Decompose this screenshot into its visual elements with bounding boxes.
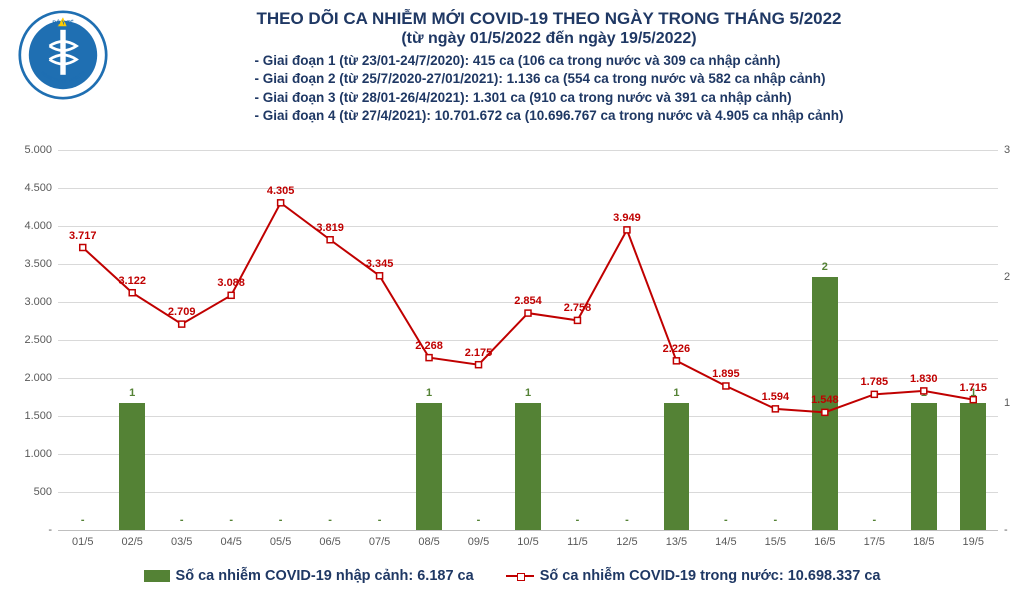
- x-tick-label: 08/5: [418, 536, 439, 548]
- svg-text:BỘ Y TẾ: BỘ Y TẾ: [52, 18, 74, 26]
- line-value-label: 3.819: [316, 222, 344, 234]
- y-right-tick: 2: [1004, 271, 1024, 283]
- plot-area: -5001.0001.5002.0002.5003.0003.5004.0004…: [58, 150, 998, 530]
- y-left-tick: 500: [12, 486, 52, 498]
- x-tick-label: 14/5: [715, 536, 736, 548]
- y-left-tick: 2.000: [12, 372, 52, 384]
- phase-2: - Giai đoạn 2 (từ 25/7/2020-27/01/2021):…: [255, 70, 844, 88]
- x-tick-label: 15/5: [765, 536, 786, 548]
- x-tick-label: 07/5: [369, 536, 390, 548]
- y-right-tick: -: [1004, 524, 1024, 536]
- line-value-label: 1.830: [910, 373, 938, 385]
- phase-3: - Giai đoạn 3 (từ 28/01-26/4/2021): 1.30…: [255, 89, 844, 107]
- line-value-label: 2.175: [465, 347, 493, 359]
- line-value-label: 1.715: [959, 382, 987, 394]
- y-left-tick: 5.000: [12, 144, 52, 156]
- line-value-label: 1.895: [712, 368, 740, 380]
- y-left-tick: 4.500: [12, 182, 52, 194]
- legend-bar: Số ca nhiễm COVID-19 nhập cảnh: 6.187 ca: [144, 568, 474, 584]
- y-right-tick: 1: [1004, 397, 1024, 409]
- line-value-label: 2.268: [415, 340, 443, 352]
- header: THEO DÕI CA NHIỄM MỚI COVID-19 THEO NGÀY…: [108, 8, 990, 125]
- y-left-tick: -: [12, 524, 52, 536]
- x-tick-label: 16/5: [814, 536, 835, 548]
- legend-bar-swatch: [144, 570, 170, 582]
- y-left-tick: 3.000: [12, 296, 52, 308]
- ministry-logo: BỘ Y TẾ MINISTRY OF HEALTH: [18, 10, 108, 100]
- line-value-label: 1.785: [861, 376, 889, 388]
- chart-title: THEO DÕI CA NHIỄM MỚI COVID-19 THEO NGÀY…: [108, 8, 990, 30]
- line-value-label: 2.758: [564, 302, 592, 314]
- legend: Số ca nhiễm COVID-19 nhập cảnh: 6.187 ca…: [0, 568, 1024, 584]
- phase-1: - Giai đoạn 1 (từ 23/01-24/7/2020): 415 …: [255, 52, 844, 70]
- line-value-label: 3.122: [118, 275, 146, 287]
- x-tick-label: 04/5: [220, 536, 241, 548]
- line-value-label: 1.548: [811, 394, 839, 406]
- x-axis-line: [58, 530, 998, 531]
- line-value-label: 3.088: [217, 277, 245, 289]
- x-tick-label: 17/5: [864, 536, 885, 548]
- x-tick-label: 18/5: [913, 536, 934, 548]
- line-value-label: 1.594: [762, 391, 790, 403]
- line-series: [58, 150, 998, 530]
- line-value-label: 3.345: [366, 258, 394, 270]
- line-value-label: 2.709: [168, 306, 196, 318]
- y-left-tick: 4.000: [12, 220, 52, 232]
- y-left-tick: 2.500: [12, 334, 52, 346]
- x-tick-label: 01/5: [72, 536, 93, 548]
- x-tick-label: 11/5: [567, 536, 588, 548]
- phases-list: - Giai đoạn 1 (từ 23/01-24/7/2020): 415 …: [255, 52, 844, 125]
- line-value-label: 2.854: [514, 295, 542, 307]
- x-tick-label: 09/5: [468, 536, 489, 548]
- line-value-label: 3.949: [613, 212, 641, 224]
- legend-line-swatch: [506, 575, 534, 577]
- x-tick-label: 12/5: [616, 536, 637, 548]
- y-left-tick: 1.000: [12, 448, 52, 460]
- x-tick-label: 13/5: [666, 536, 687, 548]
- y-right-tick: 3: [1004, 144, 1024, 156]
- line-value-label: 3.717: [69, 230, 97, 242]
- y-left-tick: 1.500: [12, 410, 52, 422]
- x-tick-label: 05/5: [270, 536, 291, 548]
- line-value-label: 4.305: [267, 185, 295, 197]
- x-tick-label: 02/5: [121, 536, 142, 548]
- x-tick-label: 19/5: [963, 536, 984, 548]
- x-tick-label: 03/5: [171, 536, 192, 548]
- x-tick-label: 10/5: [517, 536, 538, 548]
- chart-container: BỘ Y TẾ MINISTRY OF HEALTH THEO DÕI CA N…: [0, 0, 1024, 590]
- y-left-tick: 3.500: [12, 258, 52, 270]
- x-tick-label: 06/5: [319, 536, 340, 548]
- legend-line: Số ca nhiễm COVID-19 trong nước: 10.698.…: [506, 568, 881, 584]
- line-value-label: 2.226: [663, 343, 691, 355]
- phase-4: - Giai đoạn 4 (từ 27/4/2021): 10.701.672…: [255, 107, 844, 125]
- chart-subtitle: (từ ngày 01/5/2022 đến ngày 19/5/2022): [108, 30, 990, 48]
